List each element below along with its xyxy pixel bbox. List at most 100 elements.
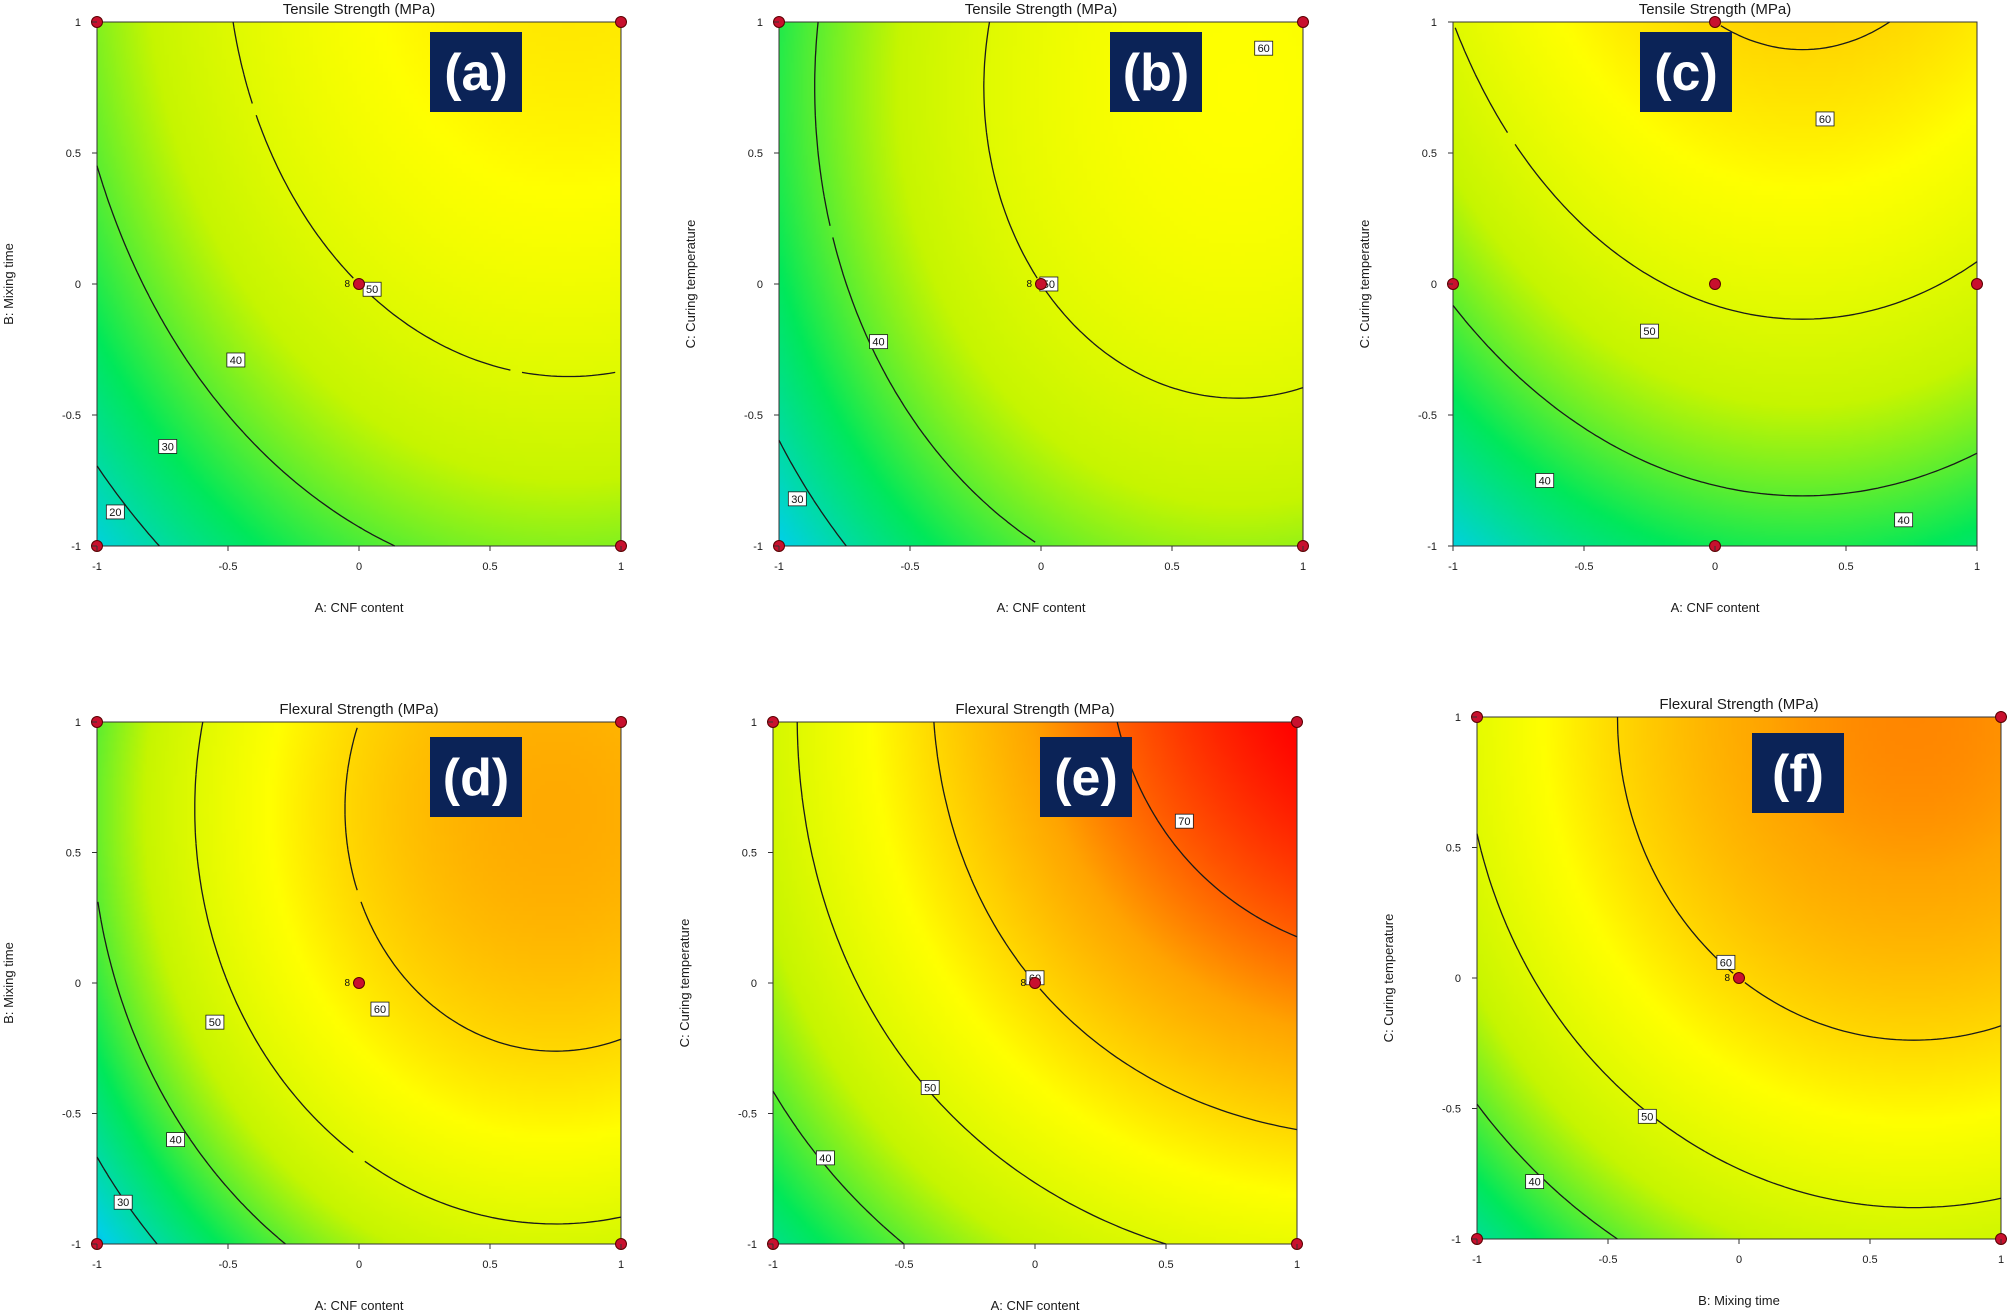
contour-label: 40	[1525, 1174, 1545, 1189]
y-tick-label: 0.5	[742, 848, 757, 860]
contour-label-text: 50	[209, 1017, 221, 1029]
contour-label-text: 60	[1258, 43, 1270, 55]
y-axis-label: B: Mixing time	[1, 243, 16, 325]
contour-panel-4: 30 40 50 60 8 -1 -0.5 0 0.5 1 -1 -0.5 0 0.5 1 Flexural …	[1, 701, 627, 1313]
contour-label: 30	[113, 1194, 133, 1210]
contour-panel-1: 20 30 40 50 8 -1 -0.5 0 0.5 1 -1 -0.5 0 0.5 1 Tensile S…	[1, 1, 627, 615]
design-point	[1709, 278, 1721, 290]
panel-label-badge: (a)	[430, 32, 522, 112]
y-tick-label: -1	[747, 1239, 757, 1251]
x-tick-label: 0	[356, 561, 362, 573]
y-tick-label: -1	[1451, 1234, 1461, 1246]
contour-label: 30	[787, 491, 807, 507]
y-tick-label: -0.5	[1418, 410, 1437, 422]
x-tick-label: -1	[92, 1259, 102, 1271]
contour-line-40	[97, 901, 286, 1245]
contour-label-text: 50	[1641, 1111, 1653, 1123]
y-tick-label: -0.5	[738, 1109, 757, 1121]
panel-label: (f)	[1772, 745, 1824, 803]
contour-label: 40	[816, 1150, 835, 1166]
contour-label: 60	[1254, 40, 1274, 56]
design-point	[1995, 711, 2007, 723]
y-tick-label: 0.5	[1446, 843, 1461, 855]
contour-line-60	[1720, 21, 1891, 51]
x-axis-label: A: CNF content	[997, 600, 1086, 615]
contour-label: 50	[920, 1080, 940, 1095]
contour-line-40	[772, 1090, 905, 1245]
contour-label: 50	[1640, 323, 1659, 339]
y-tick-label: 0	[757, 279, 763, 291]
contour-label: 60	[370, 1001, 390, 1017]
center-point-count: 8	[1724, 973, 1730, 984]
x-tick-label: -1	[92, 561, 102, 573]
contour-line-40	[1476, 1103, 1618, 1240]
contour-line-50	[1476, 833, 2002, 1209]
y-tick-label: 0	[751, 978, 757, 990]
center-point-count: 8	[1026, 279, 1032, 290]
panel-title: Flexural Strength (MPa)	[955, 701, 1114, 718]
contour-label-text: 40	[169, 1135, 181, 1147]
panel-label-badge: (f)	[1752, 733, 1844, 813]
y-tick-label: 1	[757, 17, 763, 29]
x-tick-label: 0.5	[482, 561, 497, 573]
contour-label-text: 60	[1720, 957, 1732, 969]
contour-label-text: 40	[1529, 1177, 1541, 1189]
contour-line-60	[933, 721, 1298, 1131]
contour-panel-5: 405060708-1-0.500.51-1-0.500.51Flexural …	[677, 701, 1303, 1313]
panel-title: Flexural Strength (MPa)	[1659, 696, 1818, 713]
y-tick-label: -0.5	[62, 410, 81, 422]
x-axis-label: B: Mixing time	[1698, 1293, 1780, 1308]
contour-label-text: 40	[819, 1153, 831, 1165]
contour-panel-6: 40 50 60 8 -1 -0.5 0 0.5 1 -1 -0.5 0 0.5 1 Flexural St…	[1381, 696, 2007, 1308]
x-tick-label: 0.5	[1838, 561, 1853, 573]
y-axis-label: C: Curing temperature	[677, 919, 692, 1048]
panel-label-badge: (e)	[1040, 737, 1132, 817]
panel-title: Flexural Strength (MPa)	[279, 701, 438, 718]
panel-label: (c)	[1654, 44, 1718, 102]
contour-line-60	[344, 727, 622, 1052]
y-tick-label: 1	[751, 717, 757, 729]
x-axis-label: A: CNF content	[991, 1298, 1080, 1313]
x-tick-label: 1	[618, 1259, 624, 1271]
panel-label: (d)	[443, 749, 509, 807]
contour-label-text: 50	[366, 284, 378, 296]
contour-line-40	[1452, 304, 1978, 497]
x-tick-label: -1	[768, 1259, 778, 1271]
y-tick-label: -1	[71, 1239, 81, 1251]
contour-line-40	[96, 165, 396, 547]
y-tick-label: 0.5	[66, 848, 81, 860]
y-tick-label: 0.5	[1422, 148, 1437, 160]
x-tick-label: 1	[1300, 561, 1306, 573]
center-point-count: 8	[1020, 978, 1026, 989]
y-tick-label: 1	[1431, 17, 1437, 29]
contour-label: 50	[362, 281, 382, 297]
design-point	[1029, 977, 1041, 989]
x-tick-label: -1	[774, 561, 784, 573]
x-tick-label: 0	[1736, 1254, 1742, 1266]
contour-label-text: 50	[1643, 326, 1655, 338]
y-tick-label: 0	[1431, 279, 1437, 291]
contour-label-text: 40	[1898, 515, 1910, 527]
y-tick-label: -1	[1427, 541, 1437, 553]
contour-label: 50	[1637, 1108, 1657, 1124]
x-tick-label: -0.5	[1599, 1254, 1618, 1266]
y-tick-label: 1	[1455, 712, 1461, 724]
x-tick-label: 1	[618, 561, 624, 573]
contour-line-30	[96, 465, 160, 547]
contour-label: 40	[226, 352, 246, 368]
x-tick-label: 0	[1032, 1259, 1038, 1271]
contour-label: 40	[166, 1132, 186, 1147]
x-tick-label: 0	[356, 1259, 362, 1271]
contour-label: 40	[1535, 473, 1555, 488]
design-point	[1291, 716, 1303, 728]
contour-panel-3: 40 40 50 60 -1 -0.5 0 0.5 1 -1 -0.5 0 0.5 1 Tensile St…	[1357, 1, 1983, 615]
x-tick-label: -0.5	[219, 561, 238, 573]
y-axis-label: C: Curing temperature	[1381, 914, 1396, 1043]
x-tick-label: 0.5	[1164, 561, 1179, 573]
contour-label-text: 30	[117, 1197, 129, 1209]
contour-label-text: 60	[1819, 114, 1831, 126]
contour-label: 30	[158, 439, 178, 454]
x-tick-label: 0.5	[482, 1259, 497, 1271]
